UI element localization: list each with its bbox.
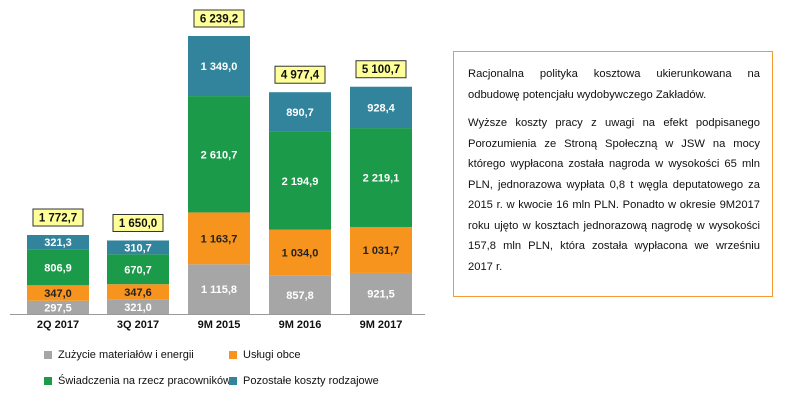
bar-segment-employee-benefits-3q-2017 (107, 254, 169, 285)
category-label-3q-2017: 3Q 2017 (117, 319, 159, 331)
category-label-9m-2017: 9M 2017 (360, 319, 403, 331)
total-label-9m-2016: 4 977,4 (281, 70, 320, 82)
bar-segment-services-9m-2017 (350, 226, 412, 273)
data-label-employee-benefits-3q-2017: 670,7 (124, 264, 152, 276)
legend-label-materials: Zużycie materiałów i energii (58, 349, 194, 361)
legend-item-services: Usługi obce (229, 349, 300, 361)
data-label-employee-benefits-9m-2015: 2 610,7 (201, 149, 238, 161)
bar-segment-other-costs-9m-2017 (350, 86, 412, 129)
stacked-bar-chart: 297,5 347,0 806,9 321,3 1 772,7 2Q 2017 321,0 3… (10, 9, 425, 331)
legend-item-other-costs: Pozostałe koszty rodzajowe (229, 375, 379, 387)
total-box-9m-2016 (274, 65, 326, 84)
legend-swatch-services (229, 351, 237, 359)
bar-segment-materials-9m-2016 (269, 275, 331, 314)
data-label-services-9m-2015: 1 163,7 (201, 233, 238, 245)
total-box-2q-2017 (32, 208, 84, 227)
data-label-employee-benefits-9m-2016: 2 194,9 (282, 176, 319, 188)
data-label-other-costs-9m-2016: 890,7 (286, 107, 314, 119)
bar-segment-materials-3q-2017 (107, 299, 169, 314)
commentary-box: Racjonalna polityka kosztowa ukierunkowa… (453, 51, 773, 297)
category-label-9m-2015: 9M 2015 (198, 319, 241, 331)
bar-segment-employee-benefits-9m-2016 (269, 131, 331, 230)
bar-segment-employee-benefits-2q-2017 (27, 249, 89, 286)
bar-segment-materials-9m-2017 (350, 272, 412, 314)
commentary-paragraph-2: Wyższe koszty pracy z uwagi na efekt pod… (468, 117, 760, 273)
data-label-other-costs-9m-2017: 928,4 (367, 102, 395, 114)
legend-label-services: Usługi obce (243, 349, 301, 361)
legend-swatch-employee-benefits (44, 377, 52, 385)
data-label-services-3q-2017: 347,6 (124, 287, 152, 299)
bar-segment-employee-benefits-9m-2017 (350, 128, 412, 227)
category-label-2q-2017: 2Q 2017 (37, 319, 79, 331)
bar-segment-materials-9m-2015 (188, 264, 250, 314)
bar-segment-services-3q-2017 (107, 284, 169, 300)
bar-segment-services-9m-2015 (188, 212, 250, 265)
data-label-materials-9m-2016: 857,8 (286, 290, 314, 302)
bar-segment-other-costs-2q-2017 (27, 235, 89, 250)
data-label-employee-benefits-2q-2017: 806,9 (44, 262, 72, 274)
legend-swatch-materials (44, 351, 52, 359)
legend-item-materials: Zużycie materiałów i energii (44, 349, 194, 361)
data-label-materials-2q-2017: 297,5 (44, 302, 72, 314)
data-label-other-costs-9m-2015: 1 349,0 (201, 61, 238, 73)
total-box-9m-2017 (355, 60, 407, 79)
data-label-services-2q-2017: 347,0 (44, 288, 72, 300)
bar-segment-other-costs-3q-2017 (107, 240, 169, 255)
category-label-9m-2016: 9M 2016 (279, 319, 322, 331)
bar-segment-employee-benefits-9m-2015 (188, 96, 250, 213)
total-box-3q-2017 (112, 213, 164, 232)
total-label-9m-2015: 6 239,2 (200, 14, 238, 26)
data-label-services-9m-2016: 1 034,0 (282, 248, 319, 260)
data-label-services-9m-2017: 1 031,7 (363, 245, 400, 257)
total-label-3q-2017: 1 650,0 (119, 218, 157, 230)
bar-segment-services-9m-2016 (269, 229, 331, 276)
data-label-materials-9m-2015: 1 115,8 (201, 284, 237, 296)
data-label-other-costs-3q-2017: 310,7 (124, 242, 152, 254)
bar-segment-materials-2q-2017 (27, 300, 89, 314)
legend-label-other-costs: Pozostałe koszty rodzajowe (243, 375, 379, 387)
bar-segment-other-costs-9m-2016 (269, 92, 331, 132)
bar-segment-other-costs-9m-2015 (188, 36, 250, 97)
bar-segment-services-2q-2017 (27, 285, 89, 301)
legend-label-employee-benefits: Świadczenia na rzecz pracowników (58, 375, 232, 387)
data-label-materials-3q-2017: 321,0 (124, 302, 152, 314)
total-label-2q-2017: 1 772,7 (39, 213, 77, 225)
data-label-materials-9m-2017: 921,5 (367, 288, 395, 300)
data-label-other-costs-2q-2017: 321,3 (44, 237, 72, 249)
legend-item-employee-benefits: Świadczenia na rzecz pracowników (44, 375, 231, 387)
data-label-employee-benefits-9m-2017: 2 219,1 (363, 173, 400, 185)
total-box-9m-2015 (193, 9, 245, 28)
total-label-9m-2017: 5 100,7 (362, 64, 400, 76)
legend-swatch-other-costs (229, 377, 237, 385)
commentary-paragraph-1: Racjonalna polityka kosztowa ukierunkowa… (468, 68, 760, 101)
